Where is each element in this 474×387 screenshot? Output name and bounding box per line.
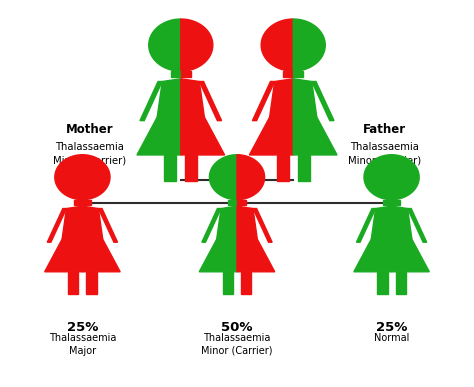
Polygon shape [149, 19, 181, 71]
Polygon shape [364, 155, 392, 200]
Polygon shape [237, 200, 246, 205]
Polygon shape [293, 19, 325, 71]
Polygon shape [237, 206, 257, 239]
Polygon shape [181, 71, 191, 77]
Polygon shape [293, 117, 337, 155]
Polygon shape [140, 82, 162, 121]
Polygon shape [181, 79, 204, 117]
Polygon shape [82, 155, 110, 200]
Polygon shape [392, 200, 401, 205]
Polygon shape [312, 82, 334, 121]
Polygon shape [223, 272, 233, 294]
Polygon shape [68, 272, 78, 294]
Text: 50%: 50% [221, 321, 253, 334]
Polygon shape [157, 79, 181, 117]
Polygon shape [392, 206, 412, 239]
Polygon shape [164, 155, 176, 181]
Polygon shape [283, 71, 293, 77]
Polygon shape [408, 209, 427, 242]
Polygon shape [228, 200, 237, 205]
Polygon shape [45, 239, 82, 272]
Text: Thalassaemia
Major: Thalassaemia Major [49, 333, 116, 356]
Polygon shape [377, 272, 388, 294]
Polygon shape [293, 79, 317, 117]
Polygon shape [392, 155, 419, 200]
Polygon shape [82, 200, 91, 205]
Text: Normal: Normal [374, 333, 409, 343]
Text: Mother: Mother [65, 123, 113, 136]
Text: Thalassaemia
Minor (Carrier): Thalassaemia Minor (Carrier) [53, 142, 126, 165]
Polygon shape [86, 272, 97, 294]
Polygon shape [252, 82, 274, 121]
Polygon shape [82, 239, 120, 272]
Polygon shape [181, 19, 213, 71]
Text: 25%: 25% [67, 321, 98, 334]
Polygon shape [392, 239, 429, 272]
Polygon shape [202, 209, 221, 242]
Polygon shape [47, 209, 66, 242]
Polygon shape [298, 155, 310, 181]
Polygon shape [277, 155, 289, 181]
Polygon shape [210, 155, 237, 200]
Polygon shape [241, 272, 251, 294]
Polygon shape [253, 209, 272, 242]
Polygon shape [261, 19, 293, 71]
Polygon shape [171, 71, 181, 77]
Text: Thalassaemia
Minor (Carrier): Thalassaemia Minor (Carrier) [348, 142, 421, 165]
Polygon shape [293, 71, 303, 77]
Polygon shape [217, 206, 237, 239]
Polygon shape [99, 209, 118, 242]
Polygon shape [270, 79, 293, 117]
Polygon shape [371, 206, 392, 239]
Polygon shape [354, 239, 392, 272]
Text: Thalassaemia
Minor (Carrier): Thalassaemia Minor (Carrier) [201, 333, 273, 356]
Text: Father: Father [363, 123, 406, 136]
Polygon shape [383, 200, 392, 205]
Polygon shape [73, 200, 82, 205]
Polygon shape [185, 155, 197, 181]
Polygon shape [62, 206, 82, 239]
Polygon shape [55, 155, 82, 200]
Polygon shape [199, 239, 237, 272]
Polygon shape [237, 155, 264, 200]
Polygon shape [356, 209, 375, 242]
Polygon shape [396, 272, 406, 294]
Text: 25%: 25% [376, 321, 407, 334]
Polygon shape [237, 239, 275, 272]
Polygon shape [82, 206, 103, 239]
Polygon shape [249, 117, 293, 155]
Polygon shape [200, 82, 222, 121]
Polygon shape [137, 117, 181, 155]
Polygon shape [181, 117, 225, 155]
